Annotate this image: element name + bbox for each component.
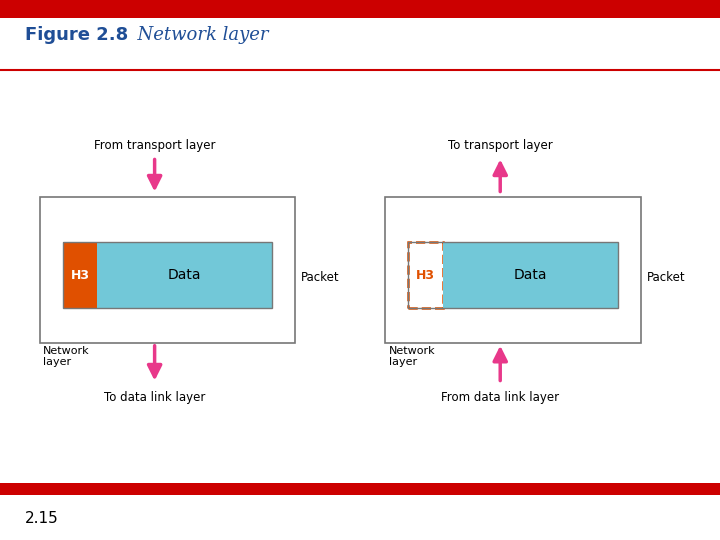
Bar (40, 197, 295, 343)
Text: From data link layer: From data link layer (441, 392, 559, 404)
Bar (443, 242, 618, 308)
Bar (385, 197, 641, 343)
Text: H3: H3 (71, 268, 89, 281)
Bar (63, 242, 97, 308)
Bar (0, 483, 720, 495)
Text: From transport layer: From transport layer (94, 139, 215, 152)
Text: To transport layer: To transport layer (448, 139, 552, 152)
Text: Packet: Packet (301, 271, 340, 284)
Text: Data: Data (513, 268, 547, 282)
Text: Data: Data (168, 268, 202, 282)
Bar (63, 242, 272, 308)
Bar (408, 242, 443, 308)
Text: 2.15: 2.15 (25, 511, 59, 526)
Bar (408, 242, 618, 308)
Text: Network
layer: Network layer (389, 346, 436, 367)
Text: Network
layer: Network layer (43, 346, 90, 367)
Text: Packet: Packet (647, 271, 685, 284)
Text: To data link layer: To data link layer (104, 392, 205, 404)
Text: Network layer: Network layer (126, 26, 269, 44)
Text: Figure 2.8: Figure 2.8 (25, 26, 128, 44)
Bar (97, 242, 272, 308)
Text: H3: H3 (416, 268, 435, 281)
Bar (0, 0, 720, 18)
